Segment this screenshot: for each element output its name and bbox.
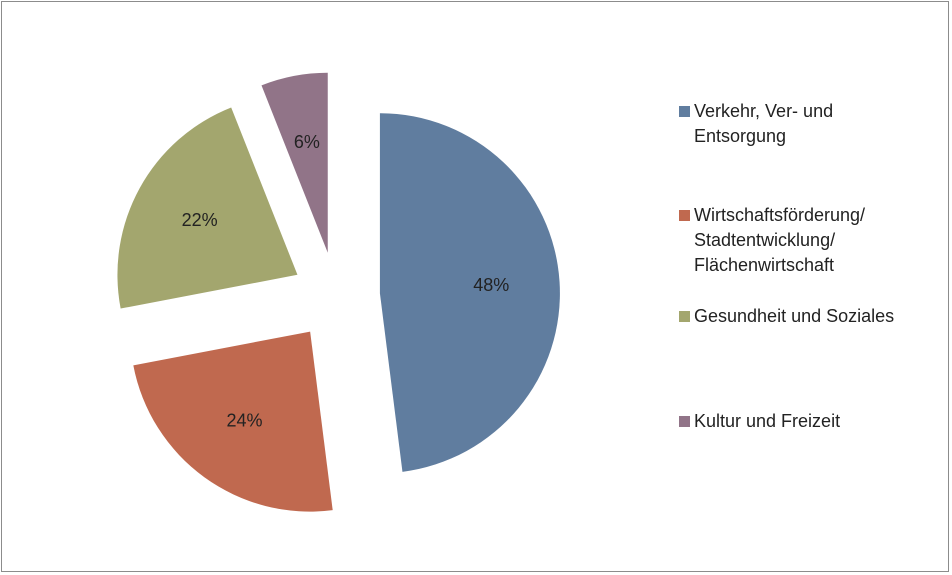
data-label: 6% (294, 132, 320, 152)
pie-slice (261, 72, 328, 253)
legend-label: Gesundheit und Soziales (694, 306, 895, 326)
data-label: 22% (182, 210, 218, 230)
legend-swatch (679, 210, 690, 221)
data-label: 24% (227, 411, 263, 431)
pie-slice (117, 107, 298, 309)
legend-item: Gesundheit und Soziales (679, 304, 929, 329)
legend-item: Verkehr, Ver- und Entsorgung (679, 99, 929, 149)
pie-slice (379, 113, 560, 472)
legend-item: Kultur und Freizeit (679, 409, 929, 434)
legend-item: Wirtschaftsförderung/ Stadtentwicklung/ … (679, 203, 929, 278)
legend-label: Kultur und Freizeit (694, 411, 841, 431)
legend-swatch (679, 416, 690, 427)
data-label: 48% (473, 275, 509, 295)
legend-label: Wirtschaftsförderung/ Stadtentwicklung/ … (694, 205, 866, 275)
legend-label: Verkehr, Ver- und Entsorgung (694, 101, 834, 146)
pie-slice (133, 331, 333, 512)
legend-swatch (679, 106, 690, 117)
legend-swatch (679, 311, 690, 322)
